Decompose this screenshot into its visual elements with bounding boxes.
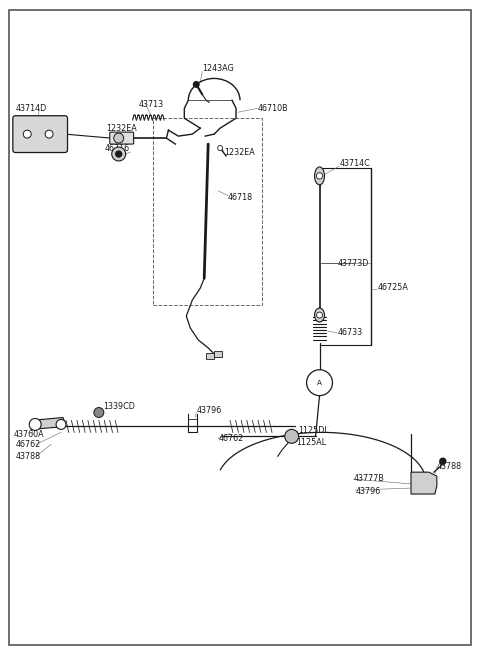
Text: 43760A: 43760A — [13, 430, 44, 439]
Text: 46710B: 46710B — [258, 103, 288, 113]
Text: 46762: 46762 — [15, 440, 40, 449]
Circle shape — [116, 151, 122, 157]
Text: 1125AL: 1125AL — [296, 438, 326, 447]
Circle shape — [193, 82, 199, 87]
Circle shape — [45, 130, 53, 138]
Ellipse shape — [314, 167, 324, 185]
Circle shape — [316, 312, 323, 318]
Polygon shape — [411, 472, 437, 494]
Circle shape — [316, 173, 323, 179]
Circle shape — [29, 419, 41, 430]
Text: 43773D: 43773D — [337, 259, 369, 268]
Ellipse shape — [314, 308, 324, 322]
Text: 43714C: 43714C — [339, 159, 370, 168]
Text: 1243AG: 1243AG — [202, 64, 234, 73]
Text: 43714D: 43714D — [15, 103, 47, 113]
Circle shape — [114, 133, 124, 143]
Polygon shape — [31, 417, 66, 430]
Bar — [153, 118, 262, 305]
Text: A: A — [317, 380, 322, 386]
FancyBboxPatch shape — [110, 132, 133, 144]
Circle shape — [217, 145, 223, 151]
Text: 46762: 46762 — [218, 434, 243, 443]
Bar — [206, 353, 214, 359]
Circle shape — [23, 130, 31, 138]
Bar — [214, 351, 222, 357]
Text: 1232EA: 1232EA — [106, 124, 136, 133]
FancyBboxPatch shape — [13, 116, 68, 153]
Circle shape — [440, 458, 446, 464]
Text: 46725A: 46725A — [377, 283, 408, 291]
Text: 43796: 43796 — [196, 406, 221, 415]
Text: 46716: 46716 — [105, 143, 130, 153]
Circle shape — [285, 430, 299, 443]
Text: 1339CD: 1339CD — [103, 402, 135, 411]
Text: 43788: 43788 — [15, 452, 40, 460]
Text: 46733: 46733 — [337, 328, 362, 337]
Text: 43796: 43796 — [355, 487, 381, 496]
Circle shape — [94, 407, 104, 417]
Text: 46718: 46718 — [228, 193, 253, 202]
Text: 43788: 43788 — [437, 462, 462, 471]
Circle shape — [56, 419, 66, 430]
Circle shape — [112, 147, 126, 161]
Text: 1125DL: 1125DL — [298, 426, 328, 435]
Text: 43777B: 43777B — [353, 474, 384, 483]
Circle shape — [307, 370, 333, 396]
Text: 43713: 43713 — [139, 100, 164, 109]
Text: 1232EA: 1232EA — [224, 147, 255, 157]
